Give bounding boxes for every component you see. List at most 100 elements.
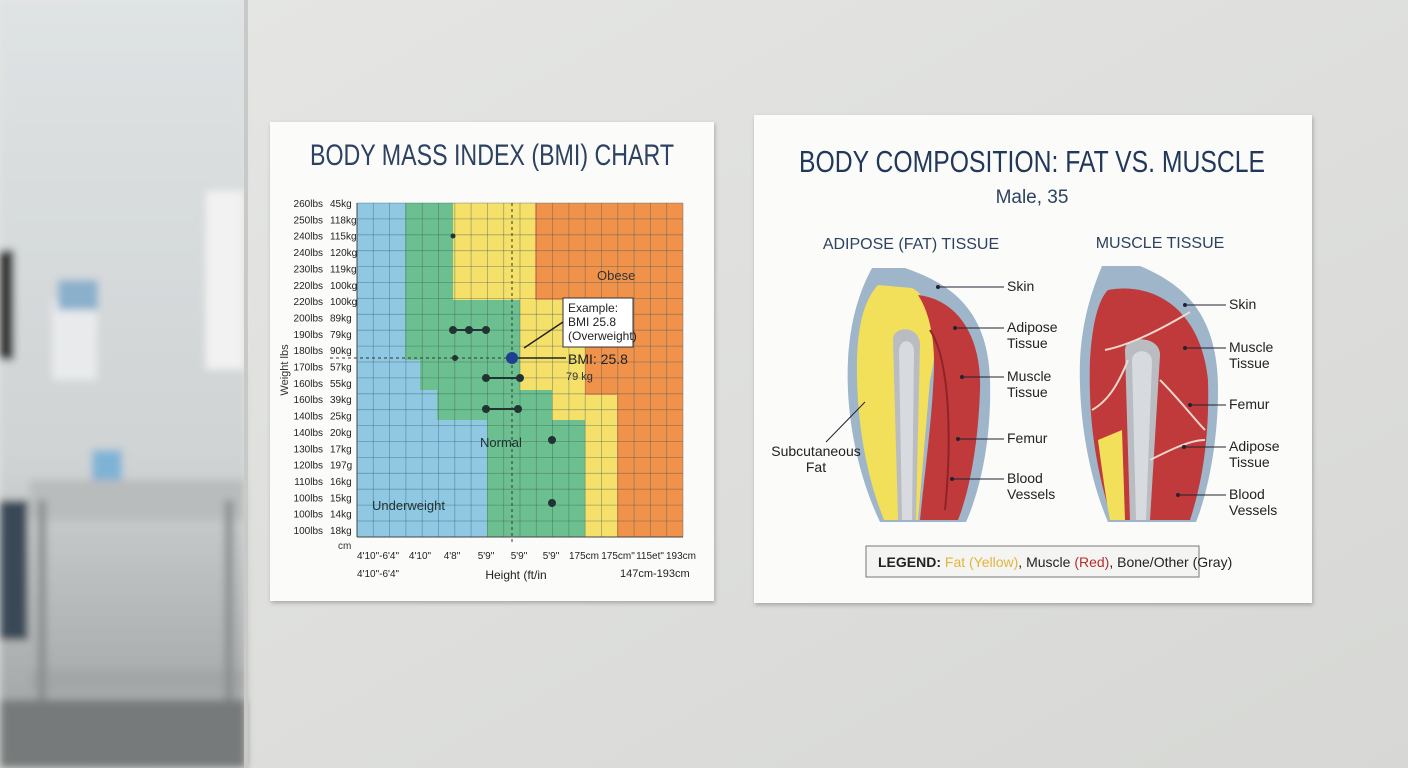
composition-poster: BODY COMPOSITION: FAT VS. MUSCLE Male, 3… <box>754 115 1312 603</box>
zone-label: Normal <box>480 435 522 450</box>
height-label: 5'9" <box>511 551 528 562</box>
weight-kg-label: 115kg <box>330 232 357 243</box>
weight-lbs-label: 200lbs <box>294 313 323 324</box>
weight-kg-label: 197g <box>330 461 352 472</box>
anatomy-label: Femur <box>1007 430 1048 446</box>
label-line: Muscle <box>1007 368 1052 384</box>
height-label: 4'10"-6'4" <box>357 551 400 562</box>
section-heading: ADIPOSE (FAT) TISSUE <box>823 236 999 253</box>
legend-muscle-color: (Red) <box>1074 554 1109 570</box>
label-line: Vessels <box>1229 502 1277 518</box>
label-line: Skin <box>1229 296 1256 312</box>
height-label: 175cm <box>569 551 599 562</box>
weight-kg-label: 25kg <box>330 412 352 423</box>
anatomy-label: Blood Vessels <box>1007 470 1055 502</box>
label-line: Tissue <box>1229 454 1270 470</box>
weight-lbs-label: 140lbs <box>294 428 323 439</box>
legend-fat-color: (Yellow) <box>969 554 1018 570</box>
weight-kg-label: 100kg <box>330 297 357 308</box>
callout-pointer <box>523 321 564 349</box>
axis-labels: 260lbs 45kg 250lbs 118kg 240lbs 115kg 240lbs 12… <box>294 199 696 562</box>
marker-weight: 79 kg <box>566 371 593 383</box>
poster-title: BODY MASS INDEX (BMI) CHART <box>310 139 674 172</box>
legend-prefix: LEGEND: <box>878 554 941 570</box>
label-line: Vessels <box>1007 486 1055 502</box>
leader-dot <box>1188 403 1192 407</box>
weight-kg-label: 119kg <box>330 264 357 275</box>
weight-kg-label: 15kg <box>330 493 352 504</box>
weight-lbs-label: 190lbs <box>294 330 323 341</box>
leader-dot <box>1176 493 1180 497</box>
x-range-cm: 147cm-193cm <box>620 568 690 580</box>
weight-kg-label: 90kg <box>330 346 352 357</box>
anatomy-label: Adipose Tissue <box>1229 438 1280 470</box>
leader-dot <box>1182 445 1186 449</box>
label-line: Adipose <box>1229 438 1280 454</box>
height-label: 175cm" <box>601 551 635 562</box>
leader-dot <box>960 375 964 379</box>
weight-kg-label: 39kg <box>330 395 352 406</box>
zone-label: Obese <box>597 268 635 283</box>
weight-kg-label: 55kg <box>330 379 352 390</box>
label-line: Blood <box>1229 486 1265 502</box>
weight-lbs-label: 260lbs <box>294 199 323 210</box>
weight-kg-label: 20kg <box>330 428 352 439</box>
anatomy-label: Femur <box>1229 396 1270 412</box>
label-line: Tissue <box>1229 355 1270 371</box>
anatomy-label: Skin <box>1229 296 1256 312</box>
weight-lbs-label: 140lbs <box>294 412 323 423</box>
anatomy-label: Blood Vessels <box>1229 486 1277 518</box>
leader-dot <box>936 285 940 289</box>
weight-kg-label: 57kg <box>330 363 352 374</box>
weight-lbs-label: 160lbs <box>294 379 323 390</box>
weight-lbs-label: 180lbs <box>294 346 323 357</box>
label-line: Fat <box>806 459 826 475</box>
poster-title: BODY COMPOSITION: FAT VS. MUSCLE <box>799 144 1265 179</box>
y-axis-label: Weight lbs <box>279 344 291 396</box>
leader-dot <box>950 477 954 481</box>
door-edge <box>244 0 248 768</box>
legend-rest: , Bone/Other (Gray) <box>1109 554 1232 570</box>
height-label: 4'10" <box>409 551 432 562</box>
label-line: Femur <box>1007 430 1048 446</box>
weight-lbs-label: 170lbs <box>294 363 323 374</box>
legend-muscle: , Muscle <box>1018 554 1070 570</box>
anatomy-label: Muscle Tissue <box>1007 368 1052 400</box>
callout-line: (Overweight) <box>568 329 637 343</box>
legend-box <box>865 545 1200 578</box>
weight-lbs-label: 240lbs <box>294 232 323 243</box>
legend-fat: Fat <box>945 554 965 570</box>
leader-dot <box>953 326 957 330</box>
sample-points <box>449 233 556 507</box>
weight-lbs-label: 230lbs <box>294 264 323 275</box>
weight-kg-label: 18kg <box>330 526 352 537</box>
weight-lbs-label: 220lbs <box>294 297 323 308</box>
callout-line: BMI 25.8 <box>568 315 616 329</box>
bmi-poster: BODY MASS INDEX (BMI) CHART Example:BMI … <box>270 122 714 601</box>
label-line: Muscle <box>1229 339 1274 355</box>
marker-label: BMI: 25.8 <box>568 351 628 367</box>
leader-dot <box>956 437 960 441</box>
weight-kg-label: 89kg <box>330 313 352 324</box>
fat-leg-illustration <box>847 268 991 522</box>
height-label: 4'8" <box>444 551 461 562</box>
weight-kg-label: 45kg <box>330 199 352 210</box>
height-label: 5'9" <box>543 551 560 562</box>
x-axis-label: Height (ft/in <box>485 568 546 582</box>
label-line: Tissue <box>1007 335 1048 351</box>
weight-lbs-label: 160lbs <box>294 395 323 406</box>
label-line: Femur <box>1229 396 1270 412</box>
bmi-grid <box>356 202 684 538</box>
background-room <box>0 0 246 768</box>
label-line: Skin <box>1007 278 1034 294</box>
weight-lbs-label: 100lbs <box>294 526 323 537</box>
weight-kg-label: 17kg <box>330 444 352 455</box>
weight-lbs-label: 130lbs <box>294 444 323 455</box>
poster-board <box>754 115 1312 603</box>
poster-subtitle: Male, 35 <box>996 187 1069 208</box>
weight-lbs-label: 220lbs <box>294 281 323 292</box>
weight-lbs-label: 110lbs <box>294 477 323 488</box>
anatomy-label: Muscle Tissue <box>1229 339 1274 371</box>
